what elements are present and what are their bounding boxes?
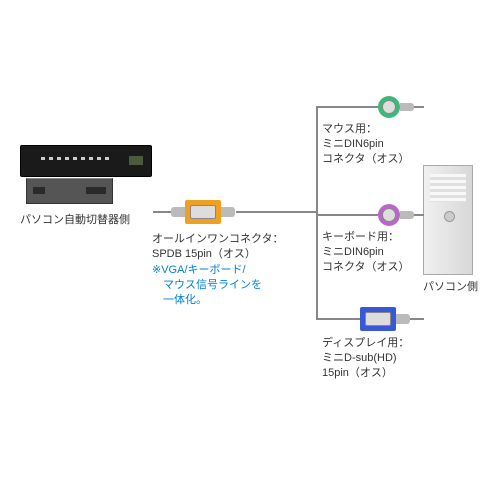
keyboard-connector: [378, 204, 400, 226]
pc-tower: [423, 165, 473, 275]
diagram-stage: パソコン自動切替器側 パソコン側 オールインワンコネクタ： SPDB 15pin…: [0, 0, 500, 500]
spdb-note-line3: 一体化。: [152, 294, 207, 306]
wire-to-keyboard: [316, 214, 378, 216]
mouse-label-line3: コネクタ（オス）: [322, 153, 410, 165]
right-device-label: パソコン側: [423, 280, 478, 295]
wire-spdb-tail: [153, 211, 171, 213]
keyboard-label-line2: ミニDIN6pin: [322, 246, 384, 258]
keyboard-label: キーボード用： ミニDIN6pin コネクタ（オス）: [322, 230, 410, 275]
spdb-label-line2: SPDB 15pin（オス）: [152, 248, 256, 260]
spdb-note-line1: ※VGA/キーボード/: [152, 264, 246, 276]
spdb-connector: [185, 200, 221, 224]
spdb-note-line2: マウス信号ラインを: [152, 279, 262, 291]
display-label-line2: ミニD-sub(HD): [322, 352, 397, 364]
display-label-line3: 15pin（オス）: [322, 367, 393, 379]
kvm-switch-device: [20, 145, 152, 177]
display-label: ディスプレイ用： ミニD-sub(HD) 15pin（オス）: [322, 336, 409, 381]
mouse-label-line2: ミニDIN6pin: [322, 138, 384, 150]
spdb-note: ※VGA/キーボード/ マウス信号ラインを 一体化。: [152, 263, 262, 308]
spdb-label: オールインワンコネクタ： SPDB 15pin（オス）: [152, 232, 284, 262]
wire-main: [236, 211, 318, 213]
wire-to-mouse: [316, 106, 378, 108]
wire-kb-tail: [414, 214, 424, 216]
wire-vertical: [316, 106, 318, 320]
wire-mouse-tail: [414, 106, 424, 108]
left-device-label: パソコン自動切替器側: [20, 213, 130, 228]
display-label-line1: ディスプレイ用：: [322, 337, 409, 349]
mouse-connector: [378, 96, 400, 118]
keyboard-label-line3: コネクタ（オス）: [322, 261, 410, 273]
mouse-label-line1: マウス用：: [322, 123, 377, 135]
display-connector: [360, 307, 396, 331]
keyboard-label-line1: キーボード用：: [322, 231, 399, 243]
wire-to-display: [316, 318, 360, 320]
mouse-label: マウス用： ミニDIN6pin コネクタ（オス）: [322, 122, 410, 167]
spdb-label-line1: オールインワンコネクタ：: [152, 233, 284, 245]
wire-disp-tail: [410, 318, 424, 320]
secondary-device: [26, 178, 113, 204]
